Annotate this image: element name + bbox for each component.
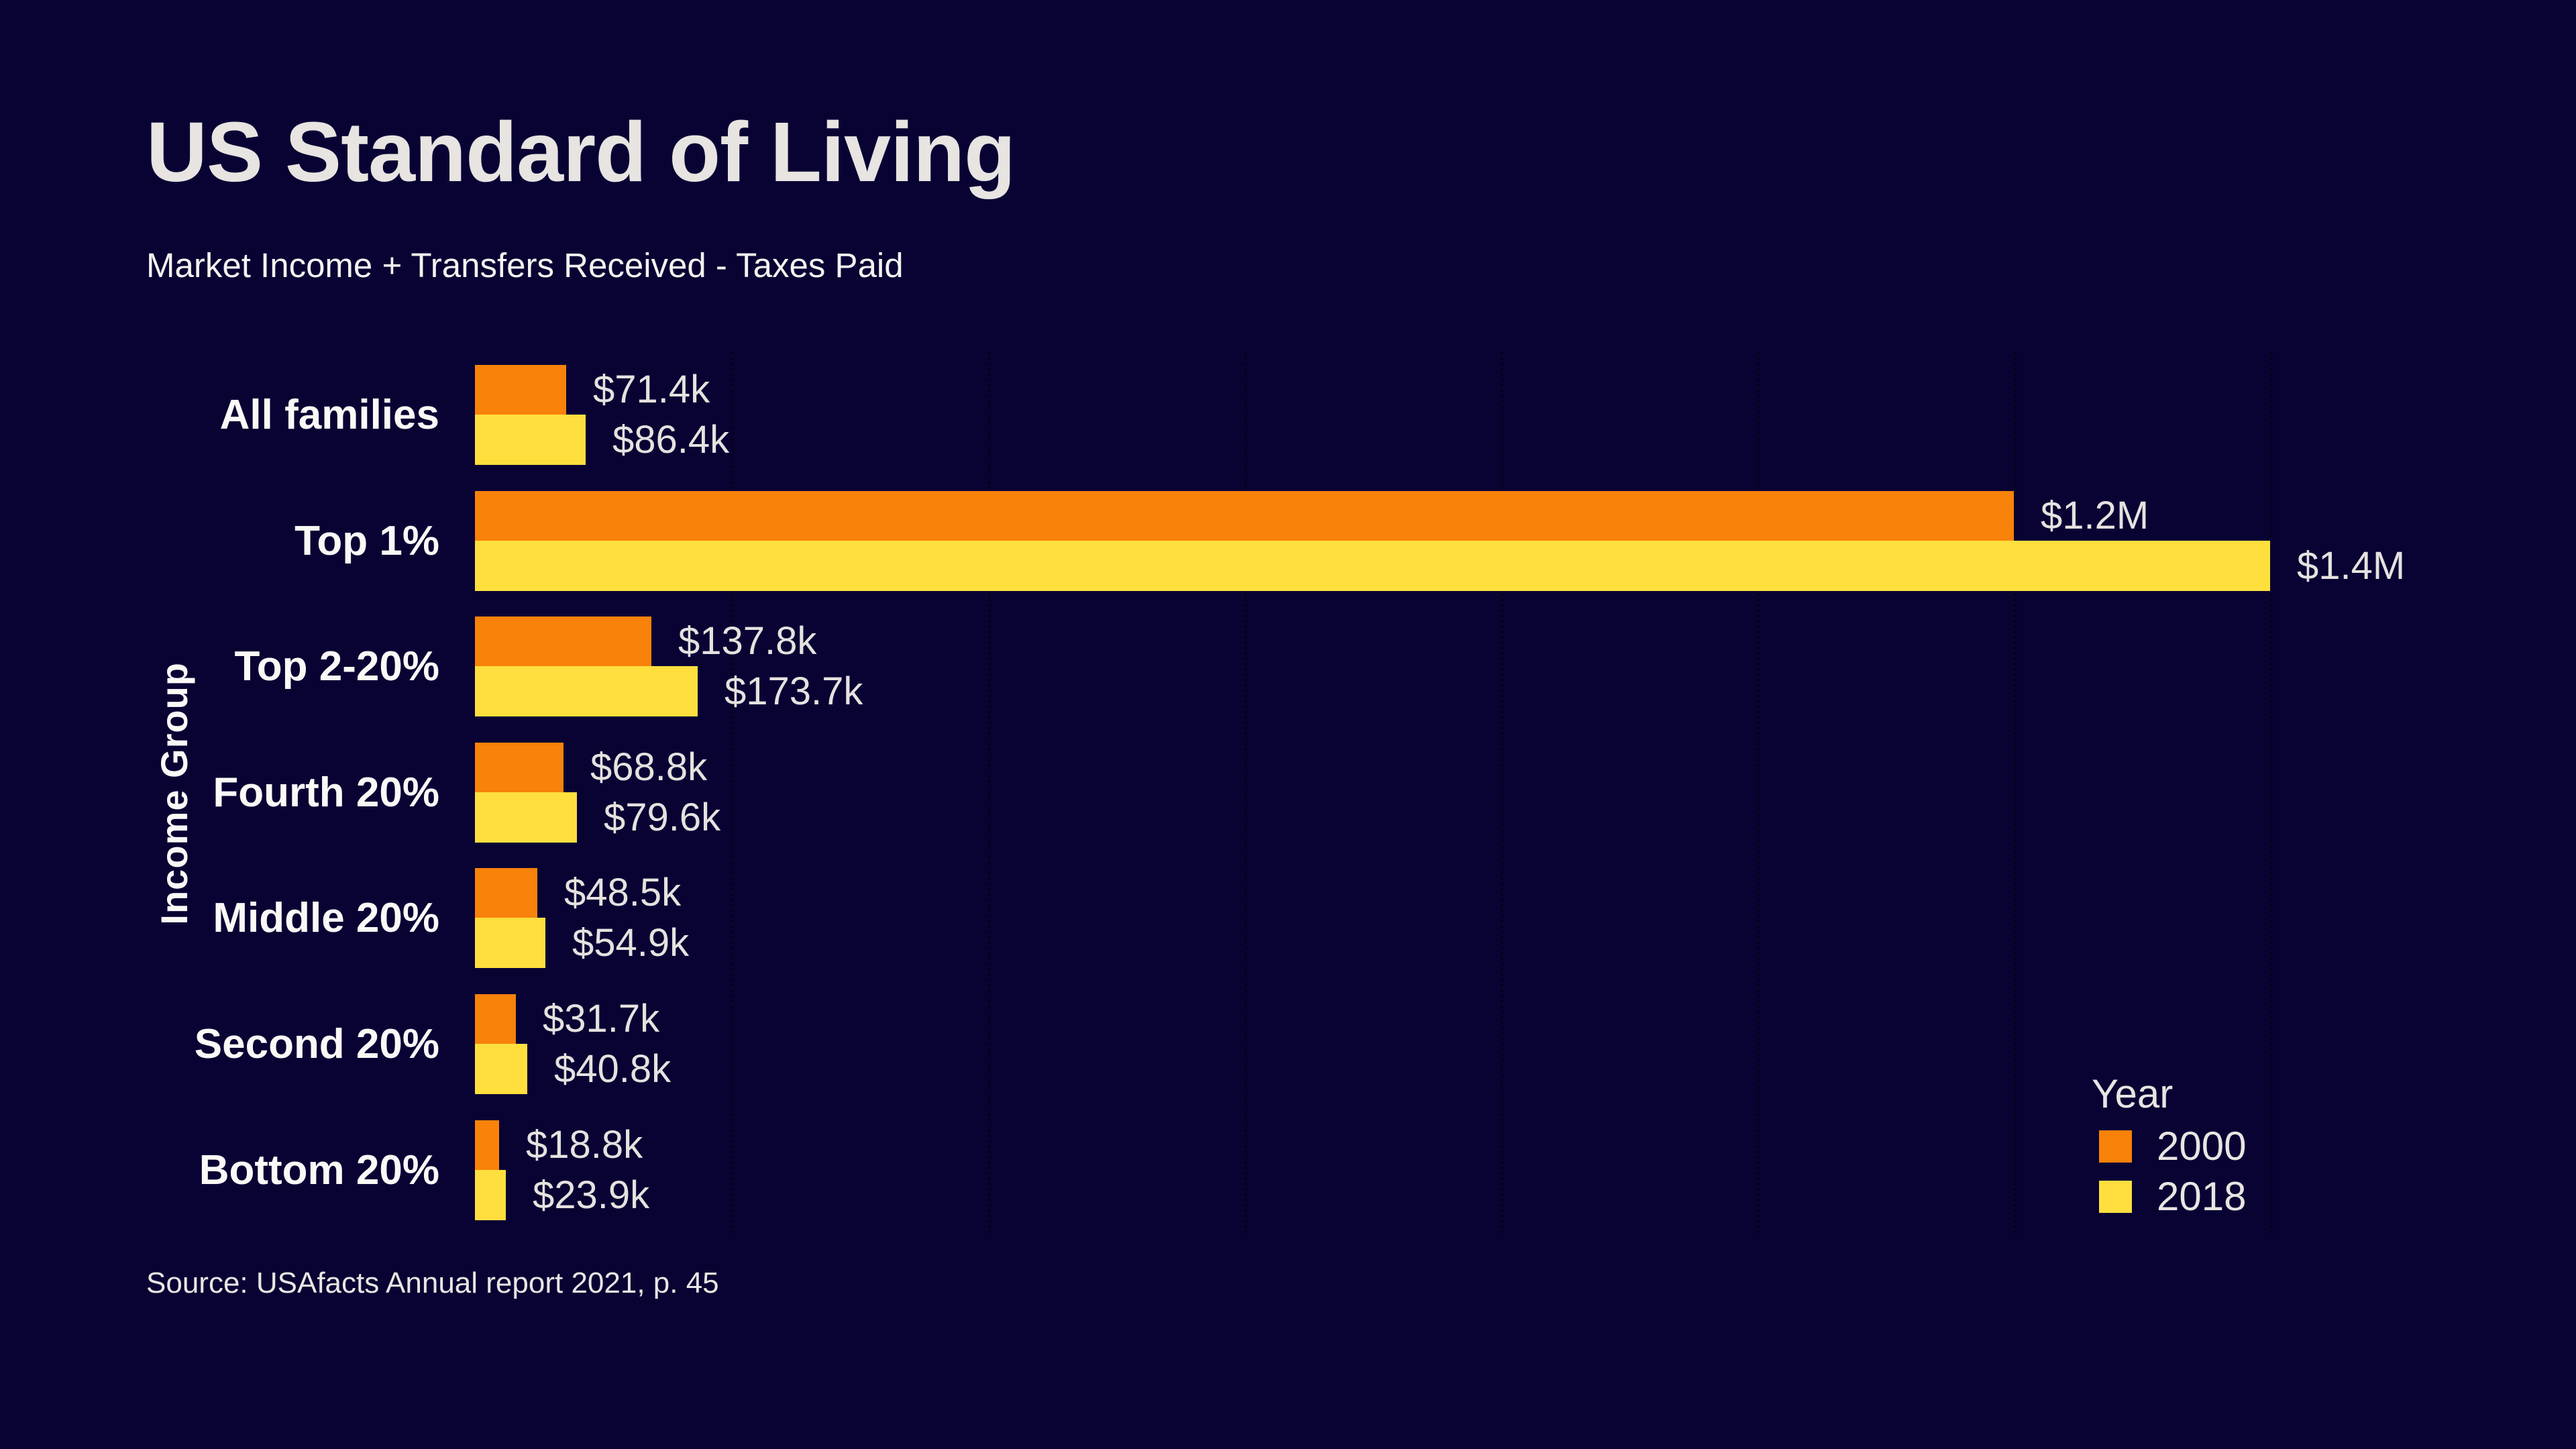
bar-group-top-2-20: $137.8k $173.7k <box>475 616 2420 716</box>
bar-2000-second-20 <box>475 994 516 1044</box>
source-note: Source: USAfacts Annual report 2021, p. … <box>146 1267 719 1299</box>
category-axis: All families Top 1% Top 2-20% Fourth 20% Mid… <box>0 365 439 1237</box>
bar-2018-second-20 <box>475 1044 527 1094</box>
bar-2000-middle-20 <box>475 868 537 918</box>
value-label-2018-bottom-20: $23.9k <box>533 1173 650 1217</box>
value-label-2000-second-20: $31.7k <box>543 997 660 1040</box>
legend-swatch-2018 <box>2099 1181 2132 1213</box>
bar-group-second-20: $31.7k $40.8k <box>475 994 2420 1094</box>
legend-label-2018: 2018 <box>2157 1174 2247 1219</box>
gridline-200k <box>731 352 734 1234</box>
category-label-top-1: Top 1% <box>294 518 439 564</box>
category-label-second-20: Second 20% <box>194 1021 439 1067</box>
value-label-2000-fourth-20: $68.8k <box>590 745 708 789</box>
value-label-2018-top-2-20: $173.7k <box>724 669 863 713</box>
chart-title: US Standard of Living <box>146 105 1016 199</box>
bar-group-fourth-20: $68.8k $79.6k <box>475 743 2420 843</box>
value-label-2018-top-1: $1.4M <box>2297 544 2406 588</box>
bar-2000-fourth-20 <box>475 743 564 792</box>
category-label-fourth-20: Fourth 20% <box>213 769 439 816</box>
bar-group-top-1: $1.2M $1.4M <box>475 491 2420 591</box>
bar-2000-all-families <box>475 365 566 415</box>
legend-item-2000: 2000 <box>2099 1124 2247 1169</box>
legend: Year 2000 2018 <box>2092 1071 2247 1219</box>
value-label-2000-top-2-20: $137.8k <box>678 619 817 663</box>
bar-2000-bottom-20 <box>475 1120 499 1170</box>
value-label-2018-fourth-20: $79.6k <box>604 796 721 839</box>
value-label-2000-top-1: $1.2M <box>2041 494 2149 537</box>
value-label-2000-middle-20: $48.5k <box>564 871 682 914</box>
bar-2000-top-2-20 <box>475 616 651 666</box>
value-label-2000-all-families: $71.4k <box>593 368 710 411</box>
gridline-400k <box>988 352 991 1234</box>
gridline-800k <box>1501 352 1503 1234</box>
legend-swatch-2000 <box>2099 1130 2132 1163</box>
value-label-2018-middle-20: $54.9k <box>572 921 690 965</box>
legend-title: Year <box>2092 1071 2174 1116</box>
legend-label-2000: 2000 <box>2157 1124 2247 1169</box>
bar-group-bottom-20: $18.8k $23.9k <box>475 1120 2420 1220</box>
gridline-600k <box>1244 352 1247 1234</box>
value-label-2018-all-families: $86.4k <box>612 418 730 462</box>
bar-2000-top-1 <box>475 491 2014 541</box>
category-label-all-families: All families <box>219 392 439 438</box>
gridline-1400k <box>2270 352 2273 1234</box>
bar-2018-middle-20 <box>475 918 545 968</box>
legend-item-2018: 2018 <box>2099 1174 2247 1219</box>
gridline-1200k <box>2014 352 2017 1234</box>
category-label-top-2-20: Top 2-20% <box>234 643 439 690</box>
bars-area: $71.4k $86.4k $1.2M $1.4M $137.8k $173.7k $68.… <box>475 365 2420 1237</box>
bar-2018-top-2-20 <box>475 666 698 716</box>
plot-panel <box>475 352 2326 1234</box>
category-label-middle-20: Middle 20% <box>213 895 439 941</box>
value-label-2018-second-20: $40.8k <box>554 1047 672 1091</box>
chart-subtitle: Market Income + Transfers Received - Tax… <box>146 246 904 284</box>
bar-2018-bottom-20 <box>475 1170 506 1220</box>
bar-2018-top-1 <box>475 541 2270 591</box>
bar-2018-all-families <box>475 415 586 465</box>
category-label-bottom-20: Bottom 20% <box>199 1147 439 1193</box>
bar-group-middle-20: $48.5k $54.9k <box>475 868 2420 968</box>
bar-2018-fourth-20 <box>475 792 577 843</box>
gridline-1000k <box>1757 352 1760 1234</box>
value-label-2000-bottom-20: $18.8k <box>526 1123 643 1167</box>
bar-group-all-families: $71.4k $86.4k <box>475 365 2420 465</box>
